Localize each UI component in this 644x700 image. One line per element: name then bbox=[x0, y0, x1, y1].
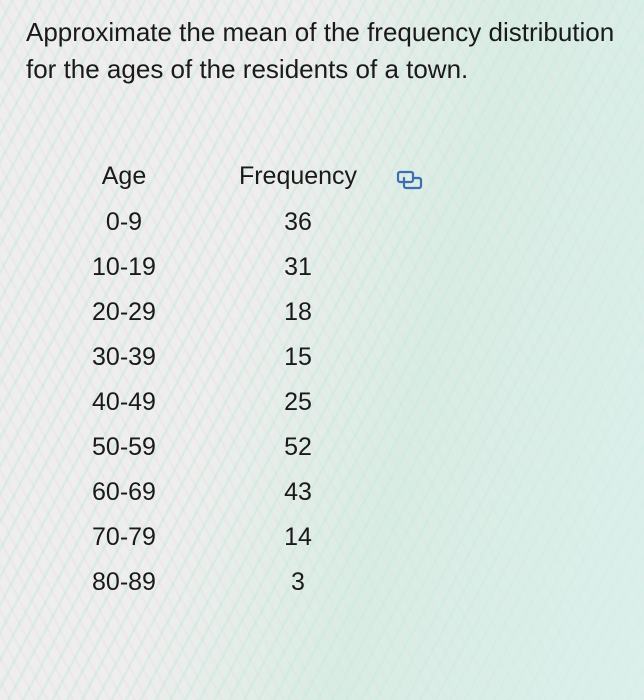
age-cell: 50-59 bbox=[92, 433, 156, 461]
age-cell: 20-29 bbox=[92, 298, 156, 326]
frequency-table: Age Frequency 0-9 36 10-19 31 20-29 18 bbox=[60, 152, 368, 605]
table-row: 20-29 18 bbox=[60, 290, 368, 335]
table-row: 40-49 25 bbox=[60, 380, 368, 425]
frequency-cell: 3 bbox=[291, 568, 305, 596]
table-header-row: Age Frequency bbox=[60, 152, 368, 200]
frequency-cell: 25 bbox=[284, 388, 312, 416]
table-row: 60-69 43 bbox=[60, 470, 368, 515]
question-text: Approximate the mean of the frequency di… bbox=[26, 17, 615, 84]
frequency-cell: 15 bbox=[284, 343, 312, 371]
age-cell: 0-9 bbox=[105, 208, 143, 236]
age-column-header: Age bbox=[101, 161, 147, 190]
frequency-cell: 52 bbox=[284, 433, 312, 461]
age-cell: 60-69 bbox=[92, 478, 156, 506]
table-row: 80-89 3 bbox=[60, 560, 368, 605]
age-cell: 10-19 bbox=[92, 253, 156, 281]
frequency-cell: 18 bbox=[284, 298, 312, 326]
age-cell: 30-39 bbox=[92, 343, 156, 371]
table-row: 30-39 15 bbox=[60, 335, 368, 380]
table-row: 70-79 14 bbox=[60, 515, 368, 560]
table-row: 10-19 31 bbox=[60, 245, 368, 290]
table-row: 50-59 52 bbox=[60, 425, 368, 470]
table-row: 0-9 36 bbox=[60, 200, 368, 245]
frequency-cell: 43 bbox=[284, 478, 312, 506]
frequency-cell: 31 bbox=[284, 253, 312, 281]
age-cell: 40-49 bbox=[92, 388, 156, 416]
frequency-cell: 14 bbox=[284, 523, 312, 551]
age-cell: 70-79 bbox=[92, 523, 156, 551]
frequency-column-header: Frequency bbox=[238, 161, 358, 190]
copy-table-icon[interactable] bbox=[396, 170, 426, 190]
frequency-cell: 36 bbox=[284, 208, 312, 236]
age-cell: 80-89 bbox=[92, 568, 156, 596]
